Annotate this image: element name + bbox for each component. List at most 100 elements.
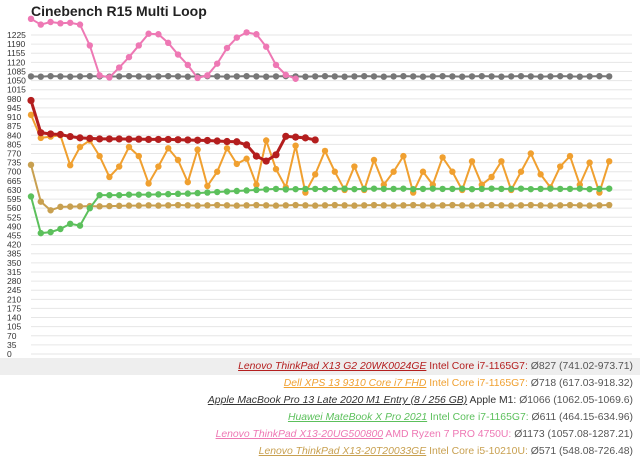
legend-series-name[interactable]: Apple MacBook Pro 13 Late 2020 M1 Entry … <box>207 395 468 406</box>
data-point <box>429 185 436 192</box>
series-3 <box>27 185 613 237</box>
data-point <box>125 135 133 143</box>
y-tick-label: 630 <box>7 185 21 195</box>
data-point <box>115 135 123 143</box>
legend-summary: Ø1173 (1057.08-1287.21) <box>514 429 633 440</box>
data-point <box>243 155 250 162</box>
legend-series-name[interactable]: Lenovo ThinkPad X13-20T20033GE <box>258 446 427 457</box>
legend-entry: Dell XPS 13 9310 Core i7 FHD Intel Core … <box>0 375 640 392</box>
data-point <box>527 201 534 209</box>
data-point <box>27 73 35 80</box>
y-tick-label: 35 <box>7 340 17 350</box>
legend-cpu: Intel Core i7-1165G7: <box>426 361 531 372</box>
data-point <box>341 73 348 80</box>
data-point <box>331 185 338 193</box>
y-tick-label: 840 <box>7 130 21 140</box>
data-point <box>243 187 250 194</box>
data-point <box>165 145 172 152</box>
data-point <box>380 73 387 80</box>
data-point <box>184 61 191 69</box>
data-point <box>263 186 270 193</box>
data-point <box>341 185 348 192</box>
y-tick-label: 980 <box>7 94 21 104</box>
data-point <box>449 73 456 80</box>
data-point <box>390 168 397 175</box>
data-point <box>223 188 231 195</box>
data-point <box>253 181 260 188</box>
data-point <box>214 168 221 175</box>
legend-summary: Ø611 (464.15-634.96) <box>531 412 633 423</box>
legend-series-name[interactable]: Lenovo ThinkPad X13 G2 20WK0024GE <box>238 361 427 372</box>
legend-summary: Ø718 (617.03-918.32) <box>530 378 633 389</box>
data-point <box>321 147 329 155</box>
legend-entry: Lenovo ThinkPad X13-20UG500800 AMD Ryzen… <box>0 426 640 443</box>
data-point <box>154 135 162 144</box>
data-point <box>272 165 280 173</box>
data-point <box>145 135 153 144</box>
data-point <box>194 74 201 82</box>
data-point <box>125 191 133 198</box>
data-point <box>194 136 202 144</box>
data-point <box>606 185 613 192</box>
data-point <box>439 154 446 161</box>
data-point <box>184 136 192 144</box>
data-point <box>145 73 152 80</box>
data-point <box>400 202 407 209</box>
data-point <box>165 190 172 198</box>
y-tick-label: 1190 <box>7 39 26 49</box>
legend-series-name[interactable]: Huawei MateBook X Pro 2021 <box>287 412 428 423</box>
data-point <box>37 129 45 137</box>
data-point <box>282 132 290 140</box>
data-point <box>253 186 260 194</box>
data-point <box>272 185 280 193</box>
data-point <box>321 72 329 80</box>
legend-series-name[interactable]: Dell XPS 13 9310 Core i7 FHD <box>283 378 427 389</box>
y-tick-label: 1120 <box>7 57 26 67</box>
data-point <box>116 73 123 80</box>
y-tick-label: 560 <box>7 203 21 213</box>
y-tick-label: 315 <box>7 267 21 277</box>
data-point <box>135 42 142 49</box>
data-point <box>410 185 417 193</box>
data-point <box>478 185 485 193</box>
data-point <box>537 185 544 193</box>
data-point <box>233 138 241 146</box>
data-point <box>419 168 427 175</box>
data-point <box>47 72 54 80</box>
data-point <box>76 73 84 80</box>
data-point <box>165 72 172 80</box>
data-point <box>27 15 35 23</box>
data-point <box>253 73 260 80</box>
data-point <box>263 43 270 50</box>
y-tick-label: 735 <box>7 158 21 168</box>
data-point <box>145 202 152 209</box>
data-point <box>174 190 182 198</box>
data-point <box>282 71 289 79</box>
data-point <box>125 143 133 151</box>
data-point <box>204 202 211 209</box>
legend-series-name[interactable]: Lenovo ThinkPad X13-20UG500800 <box>215 429 384 440</box>
data-point <box>596 185 603 193</box>
data-point <box>96 135 104 143</box>
data-point <box>96 152 103 160</box>
data-point <box>204 189 211 196</box>
data-point <box>468 73 476 80</box>
data-point <box>321 185 329 193</box>
data-point <box>27 96 35 105</box>
data-point <box>517 202 525 209</box>
data-point <box>508 202 515 209</box>
data-point <box>312 202 319 209</box>
y-tick-label: 945 <box>7 103 21 113</box>
data-point <box>419 185 427 193</box>
data-point <box>262 157 270 165</box>
series-layer <box>27 15 613 237</box>
data-point <box>272 73 280 80</box>
data-point <box>47 18 54 26</box>
data-point <box>174 73 182 80</box>
data-point <box>47 228 54 236</box>
data-point <box>253 201 260 209</box>
data-point <box>361 185 368 193</box>
data-point <box>66 132 74 141</box>
data-point <box>449 185 456 193</box>
data-point <box>263 73 270 80</box>
